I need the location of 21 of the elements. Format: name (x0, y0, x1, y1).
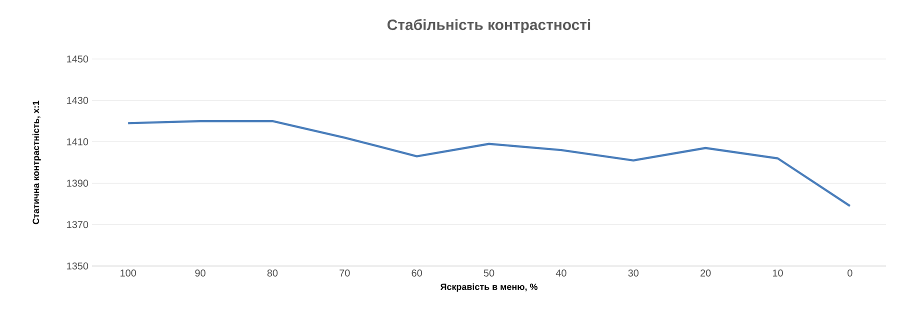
line-series (127, 120, 852, 208)
y-tick-label: 1450 (67, 55, 88, 63)
x-tick-label: 70 (340, 270, 350, 277)
x-tick-label: 90 (195, 270, 206, 277)
x-tick-label: 80 (267, 270, 278, 277)
x-tick-label: 10 (772, 270, 783, 277)
x-axis-title: Яскравість в меню, % (440, 283, 538, 292)
y-tick-label: 1410 (67, 138, 88, 146)
y-tick-label: 1370 (67, 221, 88, 228)
x-tick-label: 60 (412, 270, 422, 277)
x-tick-label: 40 (556, 270, 566, 277)
y-tick-label: 1390 (67, 180, 88, 187)
y-axis-title: Статична контрастність, x:1 (32, 100, 41, 224)
y-tick-label: 1350 (67, 262, 88, 270)
x-tick-label: 0 (848, 270, 852, 277)
x-tick-label: 30 (628, 270, 639, 277)
y-tick-label: 1430 (67, 96, 88, 104)
x-tick-label: 20 (700, 270, 711, 277)
chart-title: Стабільність контрастності (388, 18, 590, 34)
x-tick-label: 50 (484, 270, 494, 277)
x-tick-label: 100 (120, 270, 136, 277)
